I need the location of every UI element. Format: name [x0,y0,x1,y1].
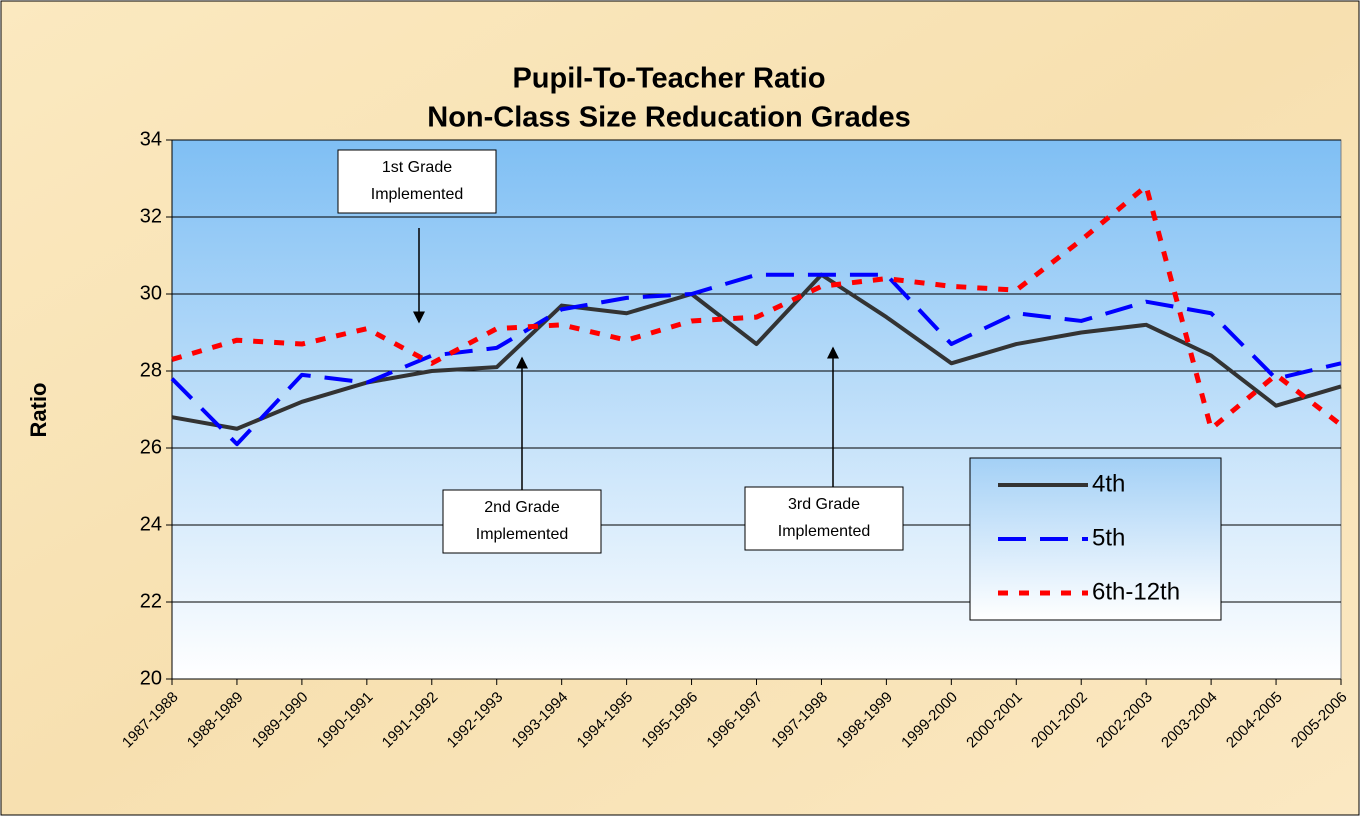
annotation-text: 2nd Grade [484,499,560,516]
series-line [171,183,1343,432]
y-tick-label: 34 [140,128,162,150]
annotation-box [442,489,602,554]
annotation-box [744,486,904,551]
annotation-text: Implemented [476,526,569,543]
legend-label: 6th-12th [1092,578,1180,605]
y-tick-label: 22 [140,590,162,612]
y-tick-label: 28 [140,359,162,381]
y-tick-label: 32 [140,205,162,227]
y-tick-label: 30 [140,282,162,304]
y-tick-label: 20 [140,667,162,689]
y-tick-label: 26 [140,436,162,458]
legend-label: 4th [1092,470,1125,497]
chart-subtitle: Non-Class Size Reducation Grades [427,102,910,134]
chart-title: Pupil-To-Teacher Ratio [512,63,825,95]
legend-label: 5th [1092,524,1125,551]
annotation-text: 1st Grade [382,159,452,176]
annotation-box [337,149,497,214]
annotation-text: Implemented [371,186,464,203]
y-axis-label: Ratio [26,383,51,438]
annotation-text: 3rd Grade [788,496,860,513]
series-line [170,272,1342,447]
annotation-text: Implemented [778,523,871,540]
y-tick-label: 24 [140,513,162,535]
